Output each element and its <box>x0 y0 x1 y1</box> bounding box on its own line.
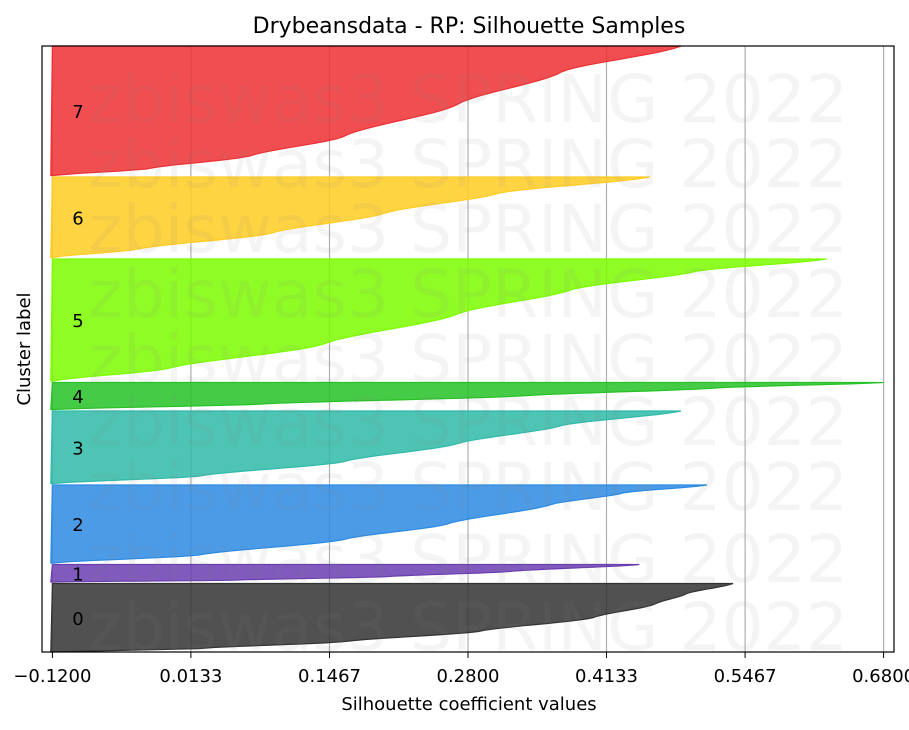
watermark-text: zbiswas3 SPRING 2022 <box>88 191 848 268</box>
watermark-text: zbiswas3 SPRING 2022 <box>88 256 848 333</box>
y-axis-label: Cluster label <box>14 292 35 405</box>
x-tick-label: 0.4133 <box>575 666 638 687</box>
cluster-label-0: 0 <box>72 609 83 630</box>
cluster-5-silhouette <box>50 258 827 382</box>
cluster-label-7: 7 <box>72 102 83 123</box>
x-axis-label: Silhouette coefficient values <box>341 694 596 715</box>
watermark-text: zbiswas3 SPRING 2022 <box>88 61 848 138</box>
cluster-label-3: 3 <box>72 438 83 459</box>
x-tick-label: 0.2800 <box>437 666 500 687</box>
x-axis-ticks: −0.1200 0.0133 0.1467 0.2800 0.4133 0.5467 0.6… <box>13 652 909 687</box>
x-tick-label: 0.0133 <box>159 666 222 687</box>
cluster-silhouettes <box>50 45 884 653</box>
x-tick-label: 0.6800 <box>852 666 909 687</box>
cluster-4-silhouette <box>50 381 884 411</box>
cluster-label-6: 6 <box>72 208 83 229</box>
cluster-0-silhouette <box>50 582 734 653</box>
watermark-text: zbiswas3 SPRING 2022 <box>88 384 848 461</box>
x-tick-label: −0.1200 <box>13 666 91 687</box>
x-tick-label: 0.1467 <box>298 666 361 687</box>
watermark-text: zbiswas3 SPRING 2022 <box>88 521 848 598</box>
x-tick-label: 0.5467 <box>714 666 777 687</box>
cluster-3-silhouette <box>50 410 682 485</box>
cluster-1-silhouette <box>50 563 640 583</box>
watermark-text: zbiswas3 SPRING 2022 <box>88 321 848 398</box>
cluster-7-silhouette <box>50 45 682 177</box>
cluster-label-4: 4 <box>72 387 83 408</box>
cluster-label-1: 1 <box>72 564 83 585</box>
watermark-text: zbiswas3 SPRING 2022 <box>88 449 848 526</box>
cluster-2-silhouette <box>50 484 708 564</box>
cluster-label-5: 5 <box>72 311 83 332</box>
y-axis-cluster-labels: 0 1 2 3 4 5 6 7 <box>72 102 83 630</box>
chart-title: Drybeansdata - RP: Silhouette Samples <box>253 14 686 39</box>
cluster-6-silhouette <box>50 176 650 259</box>
watermark-text: zbiswas3 SPRING 2022 <box>88 126 848 203</box>
cluster-label-2: 2 <box>72 515 83 536</box>
